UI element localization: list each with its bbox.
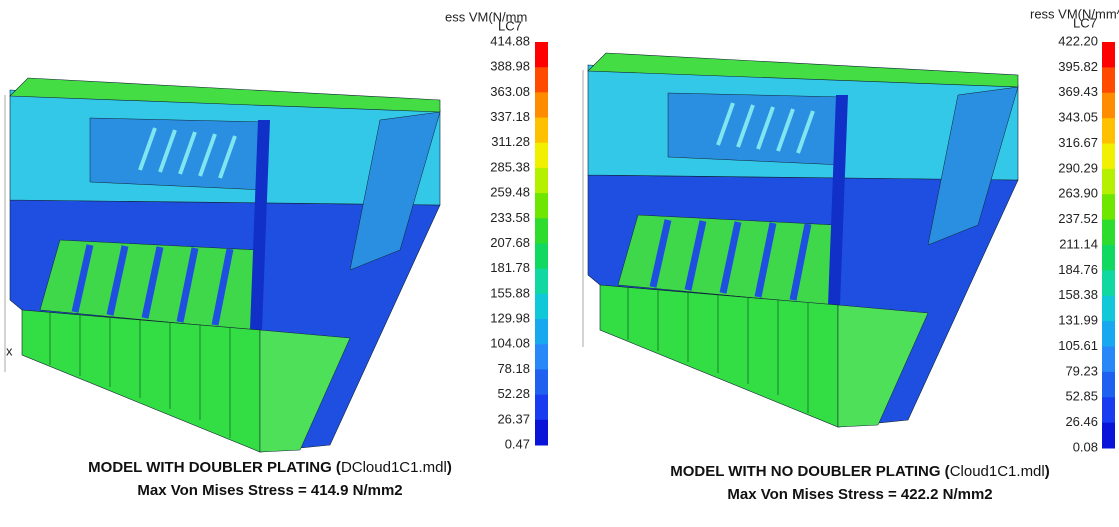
legend-value: 131.99 (1058, 313, 1098, 328)
legend-color (535, 369, 548, 395)
caption-close: ) (447, 459, 452, 476)
max-stress: Max Von Mises Stress = 422.2 N/mm2 (727, 486, 992, 503)
legend-value: 129.98 (490, 311, 530, 326)
legend-color (1102, 372, 1115, 398)
legend-color (535, 244, 548, 270)
legend-value: 158.38 (1058, 287, 1098, 302)
max-stress: Max Von Mises Stress = 414.9 N/mm2 (137, 482, 402, 499)
legend-color (1102, 347, 1115, 373)
legend-color (1102, 169, 1115, 195)
legend-color (535, 193, 548, 219)
legend-value: 52.28 (497, 386, 530, 401)
legend-value: 155.88 (490, 285, 530, 300)
legend-value: 414.88 (490, 33, 530, 48)
legend-color (1102, 397, 1115, 423)
legend-case: LC7 (1073, 15, 1097, 30)
legend-color (535, 294, 548, 320)
legend-color (1102, 270, 1115, 296)
legend-color (1102, 93, 1115, 119)
legend-color (1102, 67, 1115, 93)
legend-color (535, 420, 548, 446)
legend-value: 363.08 (490, 84, 530, 99)
caption-file: Cloud1C1.mdl (950, 463, 1045, 480)
legend-value: 311.28 (491, 134, 530, 149)
legend-color (1102, 118, 1115, 144)
legend-value: 52.85 (1065, 389, 1098, 404)
legend-color (535, 395, 548, 421)
legend-value: 26.46 (1065, 414, 1098, 429)
page: xess VM(N/mmLC7414.88388.98363.08337.183… (0, 0, 1119, 527)
legend-value: 211.14 (1059, 236, 1098, 251)
legend-value: 290.29 (1058, 160, 1098, 175)
legend-color (535, 42, 548, 68)
legend-color (1102, 42, 1115, 68)
legend-value: 237.52 (1058, 211, 1098, 226)
legend-value: 233.58 (490, 210, 530, 225)
legend-color (535, 319, 548, 345)
legend-color (1102, 423, 1115, 449)
legend-value: 422.20 (1058, 33, 1098, 48)
legend-value: 388.98 (490, 59, 530, 74)
legend-value: 259.48 (490, 185, 530, 200)
legend-color (535, 92, 548, 118)
legend-color (535, 269, 548, 295)
axis-label: x (6, 343, 13, 358)
legend-value: 105.61 (1058, 338, 1098, 353)
legend-color (535, 344, 548, 370)
legend-value: 369.43 (1058, 84, 1098, 99)
legend-value: 78.18 (497, 361, 530, 376)
caption-close: ) (1045, 463, 1050, 480)
legend-color (1102, 245, 1115, 271)
legend-value: 395.82 (1058, 59, 1098, 74)
caption: MODEL WITH NO DOUBLER PLATING (Cloud1C1.… (670, 463, 1049, 480)
legend-color (1102, 296, 1115, 322)
legend-value: 285.38 (490, 159, 530, 174)
caption: MODEL WITH DOUBLER PLATING (DCloud1C1.md… (88, 459, 452, 476)
legend-value: 207.68 (490, 235, 530, 250)
legend-color (1102, 321, 1115, 347)
caption-label: MODEL WITH NO DOUBLER PLATING ( (670, 463, 949, 480)
legend-color (535, 143, 548, 169)
legend-case: LC7 (498, 18, 522, 33)
legend-color (535, 118, 548, 144)
legend-color (1102, 220, 1115, 246)
legend-color (535, 218, 548, 244)
legend-color (1102, 194, 1115, 220)
legend-value: 104.08 (490, 336, 530, 351)
legend-value: 263.90 (1058, 186, 1098, 201)
legend-value: 184.76 (1058, 262, 1098, 277)
legend-value: 343.05 (1058, 110, 1098, 125)
legend-color (1102, 144, 1115, 170)
legend-value: 0.47 (505, 436, 530, 451)
legend-value: 0.08 (1073, 439, 1098, 454)
legend-value: 26.37 (497, 411, 530, 426)
legend-value: 316.67 (1058, 135, 1098, 150)
legend-value: 79.23 (1065, 363, 1098, 378)
legend-value: 181.78 (490, 260, 530, 275)
caption-file: DCloud1C1.mdl (341, 459, 447, 476)
legend-color (535, 168, 548, 194)
legend-value: 337.18 (490, 109, 530, 124)
fea-model (5, 78, 440, 452)
caption-label: MODEL WITH DOUBLER PLATING ( (88, 459, 341, 476)
fea-model (583, 53, 1018, 427)
legend-color (535, 67, 548, 93)
